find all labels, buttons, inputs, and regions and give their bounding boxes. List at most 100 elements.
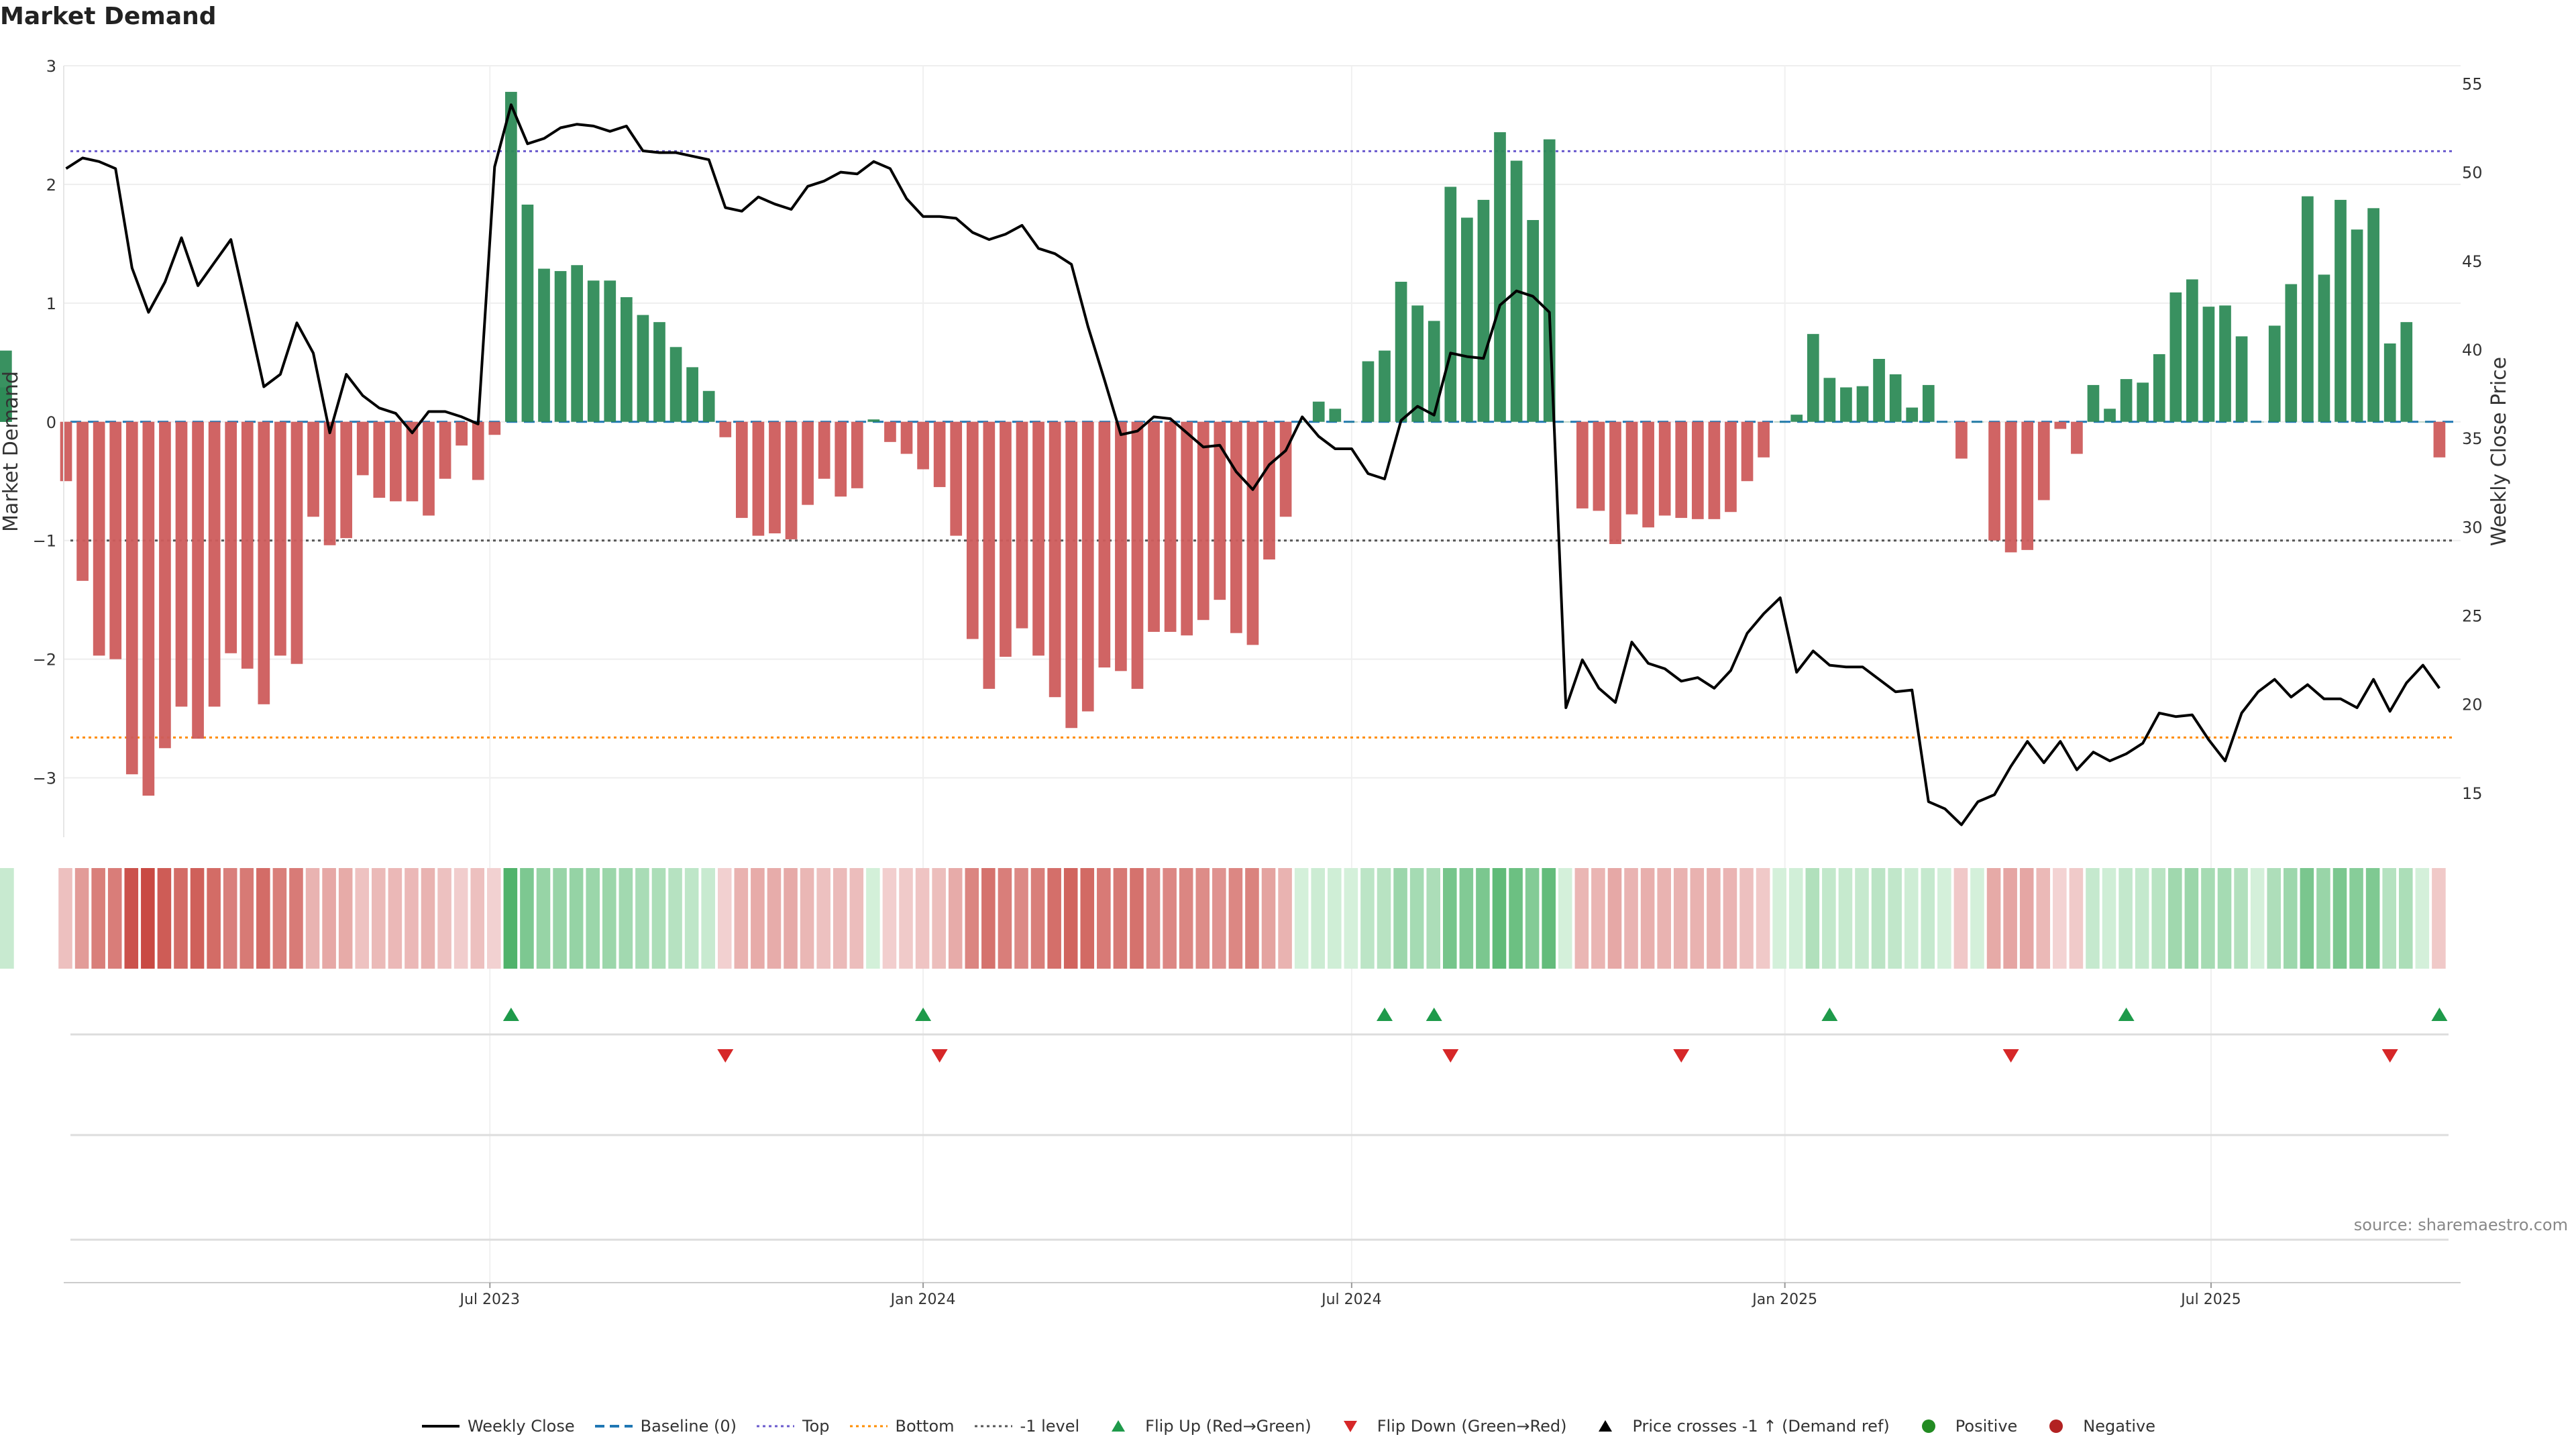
price-line-layer — [65, 103, 2441, 826]
heat-cell — [734, 868, 749, 969]
heat-cell — [487, 868, 501, 969]
heat-cell — [421, 868, 435, 969]
legend-swatch — [757, 1425, 794, 1428]
axes-layer: 3 2 1 0 −1 −2 −3 55 50 45 40 35 30 25 20 15 Jul 2023 Jan … — [0, 57, 2511, 1308]
demand-bar — [2351, 229, 2363, 422]
demand-bar — [1609, 421, 1621, 544]
weekly-close-line — [65, 103, 2441, 826]
legend-label: Bottom — [895, 1417, 955, 1436]
legend-swatch — [1343, 1421, 1357, 1432]
demand-bar — [621, 297, 633, 422]
demand-bar — [1823, 378, 1836, 422]
heat-cell — [1739, 868, 1754, 969]
demand-bar — [60, 421, 72, 482]
legend-label: Negative — [2083, 1417, 2156, 1436]
demand-bar — [1758, 421, 1770, 458]
heat-cell — [668, 868, 682, 969]
demand-bar — [2285, 284, 2298, 422]
heat-cell — [503, 868, 518, 969]
demand-bar — [2367, 208, 2379, 422]
demand-bar — [1312, 401, 1325, 422]
heat-cell — [1707, 868, 1721, 969]
demand-bar — [1428, 321, 1440, 422]
demand-bar — [274, 421, 286, 656]
demand-bar — [587, 280, 600, 422]
heat-cell — [124, 868, 139, 969]
demand-bar — [0, 390, 12, 422]
heat-cell — [1360, 868, 1375, 969]
heat-cell — [619, 868, 633, 969]
heat-cell — [107, 868, 122, 969]
demand-bar — [521, 205, 534, 422]
heat-cell — [1574, 868, 1589, 969]
legend-item: Flip Up (Red→Green) — [1098, 1417, 1311, 1436]
heat-cell — [1657, 868, 1671, 969]
heat-cell — [751, 868, 765, 969]
demand-bar — [2252, 421, 2264, 423]
demand-bar — [2202, 307, 2215, 422]
y2-tick-label: 55 — [2462, 74, 2483, 93]
heat-cell — [1525, 868, 1540, 969]
demand-bar — [439, 421, 451, 479]
heat-cell — [767, 868, 782, 969]
y2-axis-label: Weekly Close Price — [2487, 357, 2511, 546]
flip-down-marker — [1442, 1049, 1459, 1063]
y-tick-label: −2 — [33, 651, 56, 669]
heat-cell — [1245, 868, 1259, 969]
flip-up-marker — [1821, 1008, 1838, 1021]
demand-bar — [76, 421, 89, 581]
heat-cell — [405, 868, 419, 969]
flip-up-marker — [915, 1008, 932, 1021]
demand-bar — [1329, 409, 1342, 422]
y2-tick-label: 30 — [2462, 518, 2483, 537]
heat-cell — [1146, 868, 1161, 969]
heat-cell — [1723, 868, 1737, 969]
demand-bar — [258, 421, 270, 704]
demand-bar — [192, 421, 204, 739]
heat-cell — [1409, 868, 1424, 969]
demand-bar — [373, 421, 386, 498]
flip-down-marker — [2002, 1049, 2019, 1063]
demand-bar — [1889, 374, 1902, 422]
y-tick-label: −1 — [33, 532, 56, 551]
heat-cell — [2234, 868, 2248, 969]
y2-tick-label: 45 — [2462, 252, 2483, 271]
demand-bar — [2104, 409, 2116, 422]
demand-bar — [1065, 421, 1078, 729]
legend-swatch — [1921, 1419, 1935, 1433]
heat-cell — [2267, 868, 2282, 969]
demand-bar — [2416, 421, 2429, 423]
demand-bar — [1675, 421, 1688, 519]
heat-cell — [1673, 868, 1688, 969]
demand-bar — [1461, 217, 1473, 422]
heat-cell — [1228, 868, 1243, 969]
heat-cell — [1080, 868, 1095, 969]
heat-strip-layer — [0, 868, 2446, 969]
heat-cell — [866, 868, 880, 969]
legend-label: Price crosses -1 ↑ (Demand ref) — [1632, 1417, 1890, 1436]
demand-bar — [785, 421, 798, 539]
demand-bar — [1955, 421, 1968, 459]
heat-cell — [2365, 868, 2380, 969]
demand-bar — [1379, 350, 1391, 422]
demand-bar — [1774, 421, 1786, 423]
heat-cell — [256, 868, 270, 969]
heat-cell — [1690, 868, 1705, 969]
heat-cell — [1624, 868, 1638, 969]
demand-bar — [2268, 325, 2281, 422]
heat-cell — [1311, 868, 1326, 969]
demand-bar — [1032, 421, 1044, 656]
demand-bar — [1362, 361, 1375, 422]
demand-bar — [142, 421, 155, 796]
heat-cell — [1772, 868, 1786, 969]
heat-cell — [174, 868, 188, 969]
legend-label: Flip Down (Green→Red) — [1377, 1417, 1567, 1436]
x-tick-label: Jul 2023 — [459, 1291, 521, 1308]
legend-swatch — [594, 1425, 633, 1428]
demand-bar — [340, 421, 353, 539]
heat-cell — [1443, 868, 1457, 969]
demand-bar — [1081, 421, 1094, 712]
heat-cell — [355, 868, 370, 969]
heat-cell — [1063, 868, 1078, 969]
demand-bar — [1972, 421, 1984, 423]
